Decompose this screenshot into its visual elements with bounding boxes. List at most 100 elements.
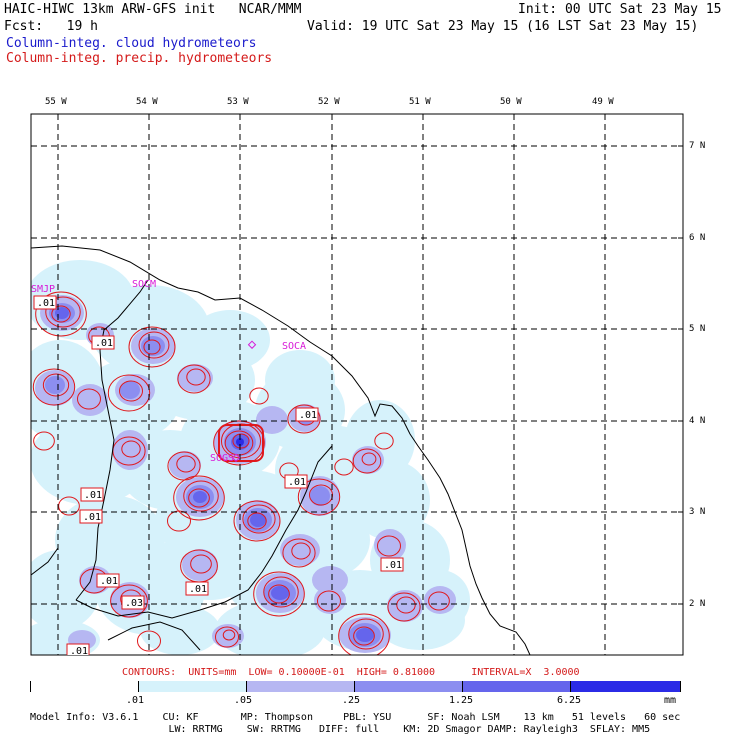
cloud-shade-mid-18	[352, 446, 384, 474]
precip-contour-12-1	[396, 596, 416, 614]
precip-contour-3-1	[119, 380, 143, 402]
lat-label-3n: 3 N	[689, 507, 706, 517]
station-markers	[231, 340, 257, 462]
lat-lon-grid	[31, 114, 683, 655]
model-info-line2: LW: RRTMG SW: RRTMG DIFF: full KM: 2D Sm…	[30, 724, 651, 735]
precip-contour-6-2	[188, 488, 210, 508]
precip-contour-31-0	[33, 431, 55, 451]
cloud-shade-mid-17	[387, 590, 423, 622]
colorbar-label-625: 6.25	[557, 695, 582, 706]
cloud-shade-mid-19	[374, 529, 406, 561]
colorbar-bin-0	[31, 681, 139, 692]
cloud-shade-mid-6	[177, 364, 213, 392]
precip-contour-6-1	[183, 480, 219, 512]
colorbar-bin-3	[355, 681, 463, 692]
border-west	[75, 279, 149, 601]
precip-contour-6-0	[173, 475, 225, 521]
coastline	[31, 245, 531, 655]
cloud-shade-core-3	[356, 628, 374, 642]
precip-contour-4-1	[186, 368, 206, 386]
contour-info: CONTOURS: UNITS=mm LOW= 0.10000E-01 HIGH…	[122, 667, 580, 678]
svg-text:.01: .01	[288, 477, 306, 488]
svg-text:.01: .01	[95, 338, 113, 349]
precip-contour-0-2	[51, 305, 71, 323]
precip-contour-7-0	[233, 500, 281, 542]
contour-labels: .01 .01 .01 .01 .01 .01 .01 .01 .01 .03 .01	[33, 295, 404, 655]
cloud-shade-core-5	[193, 491, 207, 503]
precip-contour-13-0	[282, 538, 316, 568]
cloud-shade-mid-3	[112, 430, 148, 470]
forecast-hour: Fcst: 19 h	[4, 19, 98, 34]
precip-contour-7-2	[247, 512, 267, 530]
precip-contour-10-0	[253, 571, 305, 617]
colorbar-label-01: .01	[126, 695, 145, 706]
lat-label-6n: 6 N	[689, 233, 706, 243]
map-frame	[30, 113, 684, 656]
border-south	[75, 445, 333, 619]
lon-label-49w: 49 W	[592, 97, 614, 107]
cloud-field-label: Column-integ. cloud hydrometeors	[6, 36, 257, 51]
precip-contour-23-0	[317, 590, 341, 612]
lon-label-51w: 51 W	[409, 97, 431, 107]
cloud-shade-mid-24	[212, 624, 244, 648]
svg-text:.01: .01	[83, 512, 101, 523]
precip-contour-26-0	[374, 432, 394, 450]
cloud-shade-light-26	[265, 350, 335, 410]
colorbar-label-125: 1.25	[449, 695, 474, 706]
lat-label-2n: 2 N	[689, 599, 706, 609]
precip-contour-28-0	[249, 387, 269, 405]
colorbar-label-05: .05	[234, 695, 253, 706]
cloud-shade-mid-21	[182, 549, 218, 581]
precip-contour-18-0	[110, 584, 148, 618]
precip-contour-15-1	[121, 440, 141, 458]
station-sogs: SOGS	[210, 453, 234, 464]
svg-text:.03: .03	[125, 598, 143, 609]
cloud-shade-mid-28	[312, 566, 348, 594]
precip-contour-32-0	[58, 496, 80, 516]
cloud-shade-mid-8	[256, 406, 288, 434]
precip-contour-5-3	[232, 433, 250, 449]
precip-contour-21-0	[377, 535, 401, 557]
cloud-shade-strong-8	[45, 376, 65, 394]
precip-contour-16-0	[77, 388, 101, 410]
border-sw	[31, 547, 59, 576]
init-time: Init: 00 UTC Sat 23 May 15	[518, 2, 722, 17]
precip-contour-0-0	[35, 291, 87, 337]
precip-contour-25-0	[334, 458, 354, 476]
cloud-shade-peak	[236, 438, 244, 446]
station-socm: SOCM	[132, 279, 156, 290]
colorbar-bin-1	[139, 681, 247, 692]
precip-contour-max-box	[218, 424, 264, 462]
precip-contour-22-1	[222, 629, 236, 641]
svg-text:.01: .01	[37, 298, 55, 309]
lon-label-50w: 50 W	[500, 97, 522, 107]
svg-text:.01: .01	[100, 576, 118, 587]
contour-label-3: .01	[284, 474, 308, 489]
precip-contour-27-0	[428, 591, 450, 611]
contour-label-8: .01	[185, 581, 209, 596]
precip-contour-10-1	[263, 576, 299, 608]
cloud-shade-mid-14	[280, 534, 320, 566]
precip-contour-4-0	[177, 364, 211, 394]
station-smjp: SMJP	[31, 284, 55, 295]
precip-contour-5-0	[213, 420, 265, 466]
precip-contour-20-1	[361, 452, 377, 466]
precip-contour-9-0	[287, 404, 321, 434]
precip-contour-17-1	[190, 554, 212, 574]
precip-contour-30-0	[167, 510, 191, 532]
border-s2	[107, 621, 201, 651]
precip-contour-22-0	[215, 626, 239, 648]
lat-label-4n: 4 N	[689, 416, 706, 426]
precip-contour-8-0	[297, 478, 341, 516]
contour-label-2: .01	[295, 407, 319, 422]
cloud-shade-strong-7	[120, 381, 140, 399]
precip-contour-11-1	[348, 618, 384, 650]
svg-text:.01: .01	[384, 560, 402, 571]
precip-contour-11-0	[338, 613, 390, 655]
precip-contour-2-1	[42, 373, 70, 397]
colorbar-units: mm	[664, 695, 677, 706]
colorbar-bin-2	[247, 681, 355, 692]
svg-text:.01: .01	[84, 490, 102, 501]
model-info-line1: Model Info: V3.6.1 CU: KF MP: Thompson P…	[30, 712, 681, 723]
